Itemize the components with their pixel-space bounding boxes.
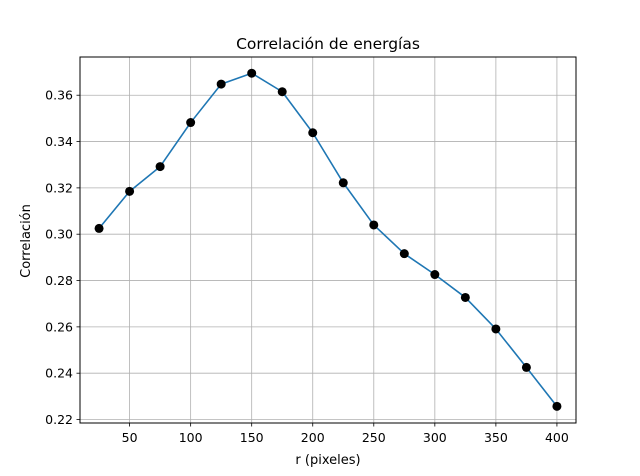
y-tick-label: 0.36 [45,88,73,103]
marker-layer [94,68,562,411]
data-point [216,79,226,89]
plot-area-frame [79,56,577,424]
data-point [552,401,562,411]
y-axis-ticks: 0.22 0.24 0.26 0.28 0.30 0.32 0.34 0.36 [45,88,80,427]
y-tick-label: 0.24 [45,366,73,381]
y-tick-label: 0.30 [45,227,73,242]
x-tick-label: 300 [423,430,447,445]
data-point [460,292,470,302]
x-tick-label: 100 [179,430,203,445]
data-point [247,68,257,78]
data-point [338,178,348,188]
data-point [521,362,531,372]
data-point [155,162,165,172]
data-point [186,118,196,128]
data-point [369,220,379,230]
x-tick-label: 150 [240,430,264,445]
data-point [125,186,135,196]
series-layer [98,72,558,407]
x-tick-label: 400 [545,430,569,445]
y-tick-label: 0.28 [45,273,73,288]
data-point [430,270,440,280]
x-tick-label: 50 [122,430,138,445]
y-tick-label: 0.26 [45,319,73,334]
data-point [277,87,287,97]
y-tick-label: 0.34 [45,134,73,149]
chart-title: Correlación de energías [236,35,420,53]
y-tick-label: 0.22 [45,412,73,427]
data-point [94,223,104,233]
data-point [399,249,409,259]
x-tick-label: 350 [484,430,508,445]
x-axis-ticks: 50 100 150 200 250 300 350 400 [122,423,569,445]
x-tick-label: 200 [301,430,325,445]
data-point [308,128,318,138]
grid-lines [80,57,576,423]
data-point [491,324,501,334]
x-axis-label: r (pixeles) [295,453,360,468]
series-line [98,72,558,407]
y-axis-label: Correlación [19,204,34,278]
x-tick-label: 250 [362,430,386,445]
y-tick-label: 0.32 [45,180,73,195]
